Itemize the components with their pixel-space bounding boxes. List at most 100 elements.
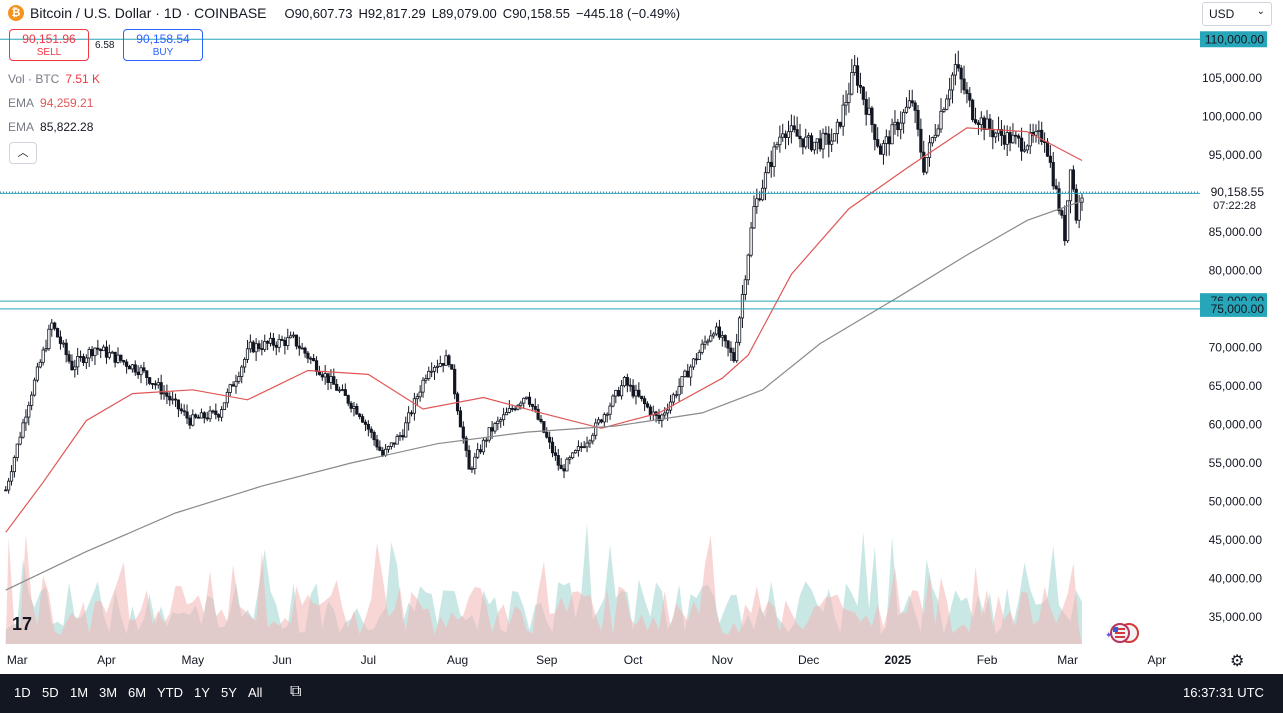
- candle-body: [645, 403, 650, 408]
- utc-clock[interactable]: 16:37:31 UTC: [1183, 685, 1264, 700]
- candle-body: [717, 326, 722, 338]
- bottom-toolbar: 1D 5D 1M 3M 6M YTD 1Y 5Y All ⧉ 16:37:31 …: [0, 674, 1283, 713]
- candle-body: [360, 416, 365, 423]
- time-tick-label: Apr: [97, 653, 116, 667]
- range-5d-button[interactable]: 5D: [42, 685, 59, 700]
- candle-body: [582, 446, 586, 449]
- candle-body: [971, 99, 975, 121]
- volume-area: [5, 523, 1083, 644]
- last-price-box[interactable]: [1200, 184, 1267, 213]
- candle-body: [697, 351, 701, 360]
- range-5y-button[interactable]: 5Y: [221, 685, 237, 700]
- candle-body: [936, 128, 940, 136]
- open-key: O: [284, 5, 295, 21]
- candle-body: [999, 129, 1004, 136]
- candle-body: [366, 423, 370, 430]
- candle-body: [470, 468, 474, 470]
- range-all-button[interactable]: All: [248, 685, 263, 700]
- candle-body: [827, 133, 831, 145]
- currency-select[interactable]: USD ⌄: [1202, 2, 1272, 26]
- range-1m-button[interactable]: 1M: [70, 685, 89, 700]
- candle-body: [432, 366, 437, 372]
- candle-body: [306, 352, 310, 359]
- symbol-header: ₿ Bitcoin / U.S. Dollar · 1D · COINBASE …: [8, 5, 680, 21]
- candle-body: [801, 138, 805, 148]
- candle-body: [148, 377, 152, 384]
- candle-body: [910, 100, 914, 104]
- time-tick-label: Mar: [1057, 653, 1078, 667]
- open-value: 90,607.73: [294, 5, 353, 21]
- candle-body: [337, 389, 342, 392]
- candle-body: [539, 418, 543, 422]
- candle-body: [694, 358, 699, 361]
- candle-body: [720, 335, 724, 338]
- candle-body: [789, 125, 793, 133]
- date-range-icon[interactable]: ⧉: [290, 683, 302, 700]
- range-3m-button[interactable]: 3M: [99, 685, 118, 700]
- ema-fast-legend[interactable]: EMA 94,259.21: [8, 96, 93, 110]
- time-axis[interactable]: Mar Apr May Jun Jul Aug Sep Oct Nov Dec 2025 Feb Mar…: [7, 653, 1166, 667]
- candle-body: [781, 133, 785, 138]
- ema-slow-legend[interactable]: EMA 85,822.28: [8, 120, 93, 134]
- candle-body: [18, 436, 22, 445]
- candle-body: [864, 98, 868, 115]
- candle-body: [527, 396, 532, 405]
- candle-body: [657, 415, 661, 421]
- range-1d-button[interactable]: 1D: [14, 685, 31, 700]
- chevron-down-icon: ⌄: [1256, 6, 1265, 17]
- candle-body: [795, 129, 799, 137]
- price-tick-label: 60,000.00: [1209, 417, 1263, 431]
- candle-body: [424, 378, 428, 381]
- candle-body: [340, 389, 345, 391]
- candle-body: [404, 422, 408, 438]
- candle-body: [959, 67, 963, 80]
- candle-body: [784, 133, 788, 138]
- range-ytd-button[interactable]: YTD: [157, 685, 183, 700]
- candle-body: [631, 385, 635, 397]
- candle-body: [104, 346, 109, 358]
- candle-body: [982, 117, 986, 131]
- gear-icon[interactable]: ⚙: [1230, 653, 1245, 670]
- candle-body: [732, 352, 736, 362]
- range-6m-button[interactable]: 6M: [128, 685, 147, 700]
- candle-body: [320, 374, 324, 378]
- buy-button[interactable]: 90,158.54 BUY: [123, 29, 203, 61]
- candle-body: [461, 426, 465, 439]
- candle-body: [666, 409, 670, 414]
- candle-body: [726, 340, 730, 349]
- candle-body: [375, 439, 379, 448]
- candle-body: [876, 139, 880, 147]
- collapse-legend-button[interactable]: ︿: [9, 142, 37, 164]
- symbol-title[interactable]: Bitcoin / U.S. Dollar · 1D · COINBASE: [30, 5, 267, 21]
- bar-countdown: 07:22:28: [1213, 200, 1256, 212]
- candle-body: [317, 371, 322, 376]
- volume-legend[interactable]: Vol · BTC 7.51 K: [8, 72, 100, 86]
- close-value: 90,158.55: [512, 5, 571, 21]
- low-value: 89,079.00: [438, 5, 497, 21]
- candle-body: [1057, 188, 1061, 212]
- price-chart[interactable]: 110,000.0090,000.0076,000.0075,000.0090,…: [0, 0, 1283, 674]
- candle-body: [712, 333, 716, 337]
- candle-body: [735, 341, 739, 362]
- us-flag-icon: ✦: [1105, 623, 1139, 643]
- candle-body: [484, 439, 488, 442]
- candle-body: [464, 437, 468, 451]
- candle-body: [585, 442, 589, 448]
- candle-body: [27, 404, 31, 418]
- candle-body: [32, 379, 37, 396]
- candle-body: [1011, 134, 1015, 144]
- candle-body: [99, 348, 103, 352]
- candle-body: [309, 357, 313, 360]
- candle-body: [70, 360, 74, 371]
- volume-area-down: [5, 533, 1083, 644]
- candle-body: [522, 397, 526, 404]
- candle-body: [352, 405, 356, 409]
- candle-body: [1066, 200, 1070, 242]
- range-1y-button[interactable]: 1Y: [194, 685, 210, 700]
- price-axis[interactable]: 35,000.00 40,000.00 45,000.00 50,000.00 55,0…: [1202, 71, 1262, 624]
- horizontal-levels[interactable]: 110,000.0090,000.0076,000.0075,000.0090,…: [0, 31, 1267, 317]
- sell-button[interactable]: 90,151.96 SELL: [9, 29, 89, 61]
- price-tick-label: 70,000.00: [1209, 340, 1263, 354]
- candle-body: [643, 398, 647, 405]
- candle-body: [398, 435, 402, 437]
